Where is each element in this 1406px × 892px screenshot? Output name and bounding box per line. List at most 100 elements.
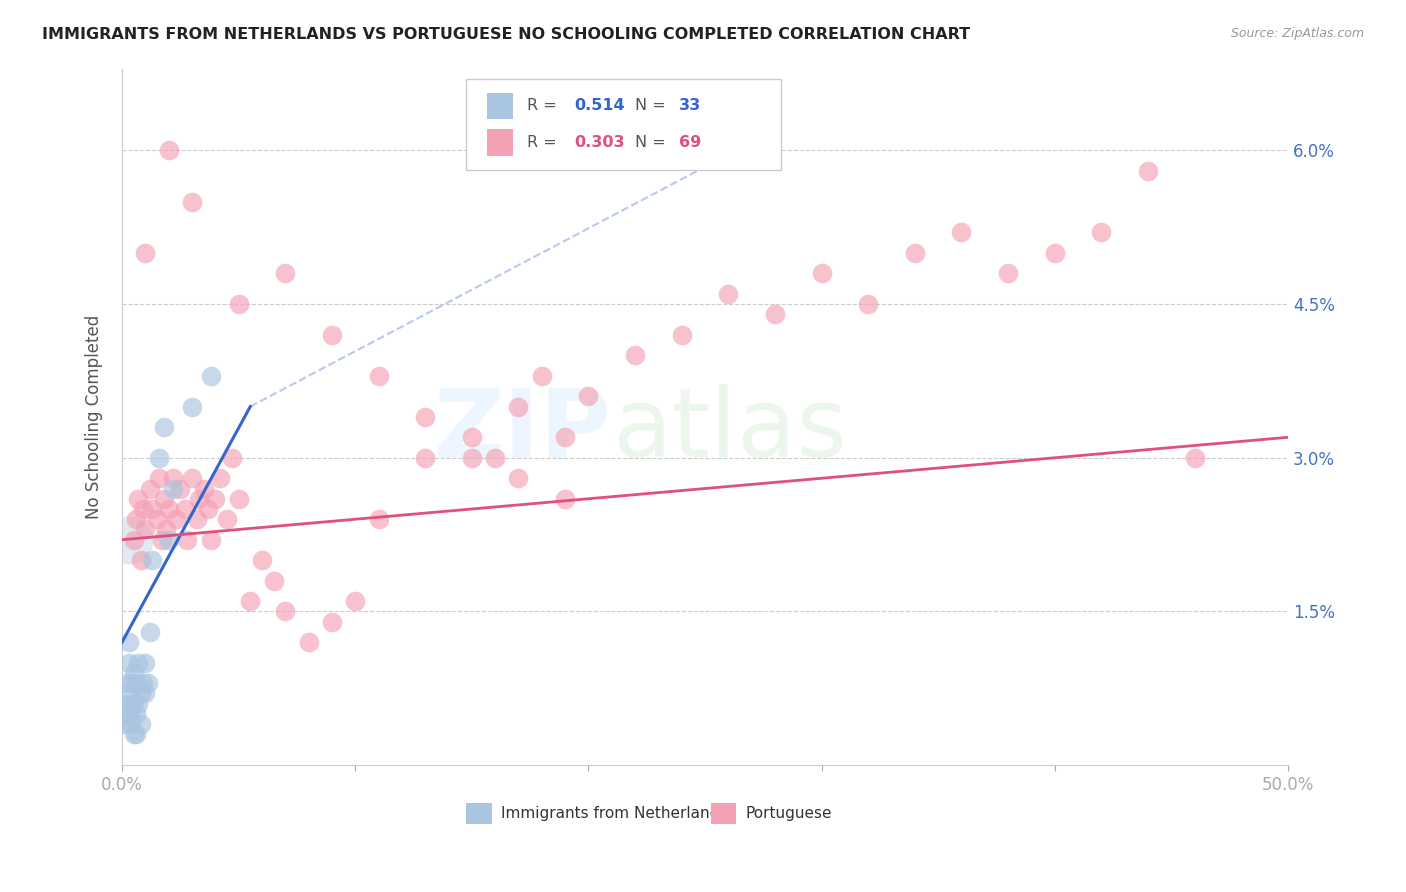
Point	[127, 697, 149, 711]
Point	[132, 676, 155, 690]
Point	[118, 656, 141, 670]
Point	[997, 266, 1019, 280]
Point	[120, 676, 142, 690]
Point	[141, 502, 163, 516]
Text: Portuguese: Portuguese	[745, 806, 832, 822]
Point	[174, 502, 197, 516]
Point	[197, 502, 219, 516]
Point	[193, 482, 215, 496]
Point	[118, 635, 141, 649]
Point	[950, 226, 973, 240]
Point	[624, 348, 647, 362]
Text: N =: N =	[636, 98, 671, 113]
Point	[228, 297, 250, 311]
Point	[134, 656, 156, 670]
Point	[129, 717, 152, 731]
Point	[155, 523, 177, 537]
Point	[122, 727, 145, 741]
Point	[169, 482, 191, 496]
Point	[129, 686, 152, 700]
Point	[204, 491, 226, 506]
Point	[461, 450, 484, 465]
Point	[181, 194, 204, 209]
Point	[263, 574, 285, 588]
FancyBboxPatch shape	[486, 93, 513, 120]
Point	[250, 553, 273, 567]
Point	[148, 450, 170, 465]
Point	[165, 512, 187, 526]
FancyBboxPatch shape	[465, 79, 780, 169]
Point	[176, 533, 198, 547]
Point	[157, 533, 180, 547]
Point	[810, 266, 832, 280]
Point	[129, 553, 152, 567]
Point	[181, 471, 204, 485]
Point	[162, 471, 184, 485]
Point	[221, 450, 243, 465]
Point	[1090, 226, 1112, 240]
Text: N =: N =	[636, 135, 671, 150]
Point	[904, 246, 927, 260]
Point	[125, 706, 148, 721]
Point	[150, 533, 173, 547]
Point	[239, 594, 262, 608]
Point	[139, 482, 162, 496]
Point	[763, 307, 786, 321]
Text: Source: ZipAtlas.com: Source: ZipAtlas.com	[1230, 27, 1364, 40]
Point	[134, 523, 156, 537]
Point	[122, 697, 145, 711]
Point	[120, 717, 142, 731]
Point	[139, 624, 162, 639]
Text: IMMIGRANTS FROM NETHERLANDS VS PORTUGUESE NO SCHOOLING COMPLETED CORRELATION CHA: IMMIGRANTS FROM NETHERLANDS VS PORTUGUES…	[42, 27, 970, 42]
Point	[367, 512, 389, 526]
Point	[274, 266, 297, 280]
Text: R =: R =	[527, 135, 561, 150]
Point	[530, 368, 553, 383]
Point	[141, 553, 163, 567]
Point	[127, 656, 149, 670]
Point	[115, 706, 138, 721]
Point	[125, 727, 148, 741]
Point	[134, 686, 156, 700]
Point	[188, 491, 211, 506]
Point	[120, 697, 142, 711]
Point	[157, 502, 180, 516]
Point	[297, 635, 319, 649]
Text: Immigrants from Netherlands: Immigrants from Netherlands	[501, 806, 727, 822]
Point	[200, 368, 222, 383]
Point	[554, 491, 576, 506]
Point	[146, 512, 169, 526]
Point	[413, 409, 436, 424]
Point	[136, 676, 159, 690]
Point	[274, 604, 297, 618]
Point	[112, 717, 135, 731]
Point	[122, 665, 145, 680]
FancyBboxPatch shape	[486, 129, 513, 156]
Point	[153, 420, 176, 434]
Point	[153, 491, 176, 506]
Point	[856, 297, 879, 311]
Point	[118, 533, 141, 547]
Point	[125, 676, 148, 690]
Point	[125, 512, 148, 526]
Text: 0.514: 0.514	[575, 98, 626, 113]
Point	[148, 471, 170, 485]
Text: 69: 69	[679, 135, 702, 150]
Point	[208, 471, 231, 485]
Point	[157, 144, 180, 158]
Point	[1043, 246, 1066, 260]
Point	[508, 471, 530, 485]
Text: R =: R =	[527, 98, 561, 113]
Point	[461, 430, 484, 444]
Point	[321, 615, 343, 629]
Point	[215, 512, 238, 526]
Point	[132, 502, 155, 516]
Point	[118, 706, 141, 721]
FancyBboxPatch shape	[465, 804, 492, 824]
Y-axis label: No Schooling Completed: No Schooling Completed	[86, 315, 103, 519]
Point	[118, 686, 141, 700]
Point	[717, 286, 740, 301]
Point	[200, 533, 222, 547]
Point	[508, 400, 530, 414]
Point	[671, 327, 693, 342]
